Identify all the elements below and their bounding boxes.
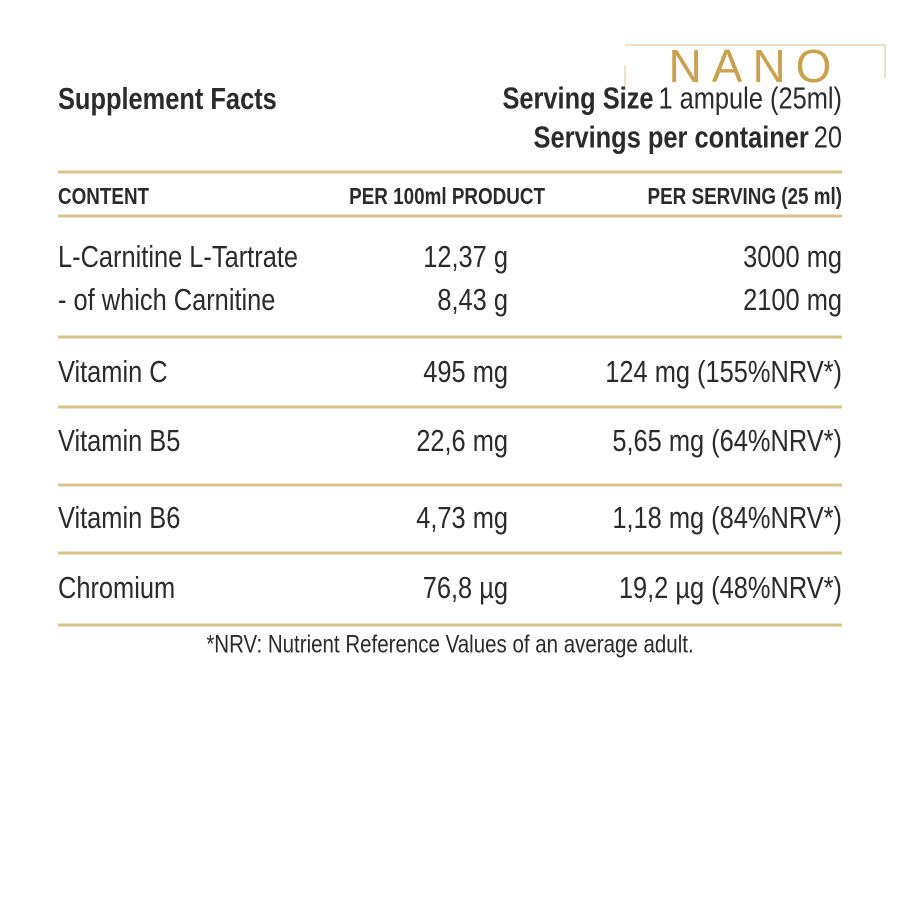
footnote: *NRV: Nutrient Reference Values of an av… [206, 630, 693, 658]
logo: NANO [669, 40, 842, 92]
content: Supplement Facts Serving Size 1 ampule (25… [58, 82, 842, 658]
cell: 76,8 µg [423, 571, 508, 606]
cell: 19,2 µg (48%NRV*) [619, 571, 842, 606]
logo-frame [624, 44, 886, 90]
servings: Servings per container 20 [534, 121, 842, 156]
cell: 12,37 g [423, 240, 508, 275]
cell: L-Carnitine L-Tartrate [58, 240, 298, 275]
cell: 124 mg (155%NRV*) [605, 355, 842, 390]
cell: Chromium [58, 571, 175, 606]
column-header: CONTENT [58, 184, 149, 209]
serving-size-value: 1 ampule (25ml) [658, 82, 842, 117]
serving-size: Serving Size 1 ampule (25ml) [502, 82, 842, 117]
cell: 495 mg [423, 355, 508, 390]
cell: - of which Carnitine [58, 283, 275, 318]
column-header: PER SERVING (25 ml) [648, 184, 842, 209]
serving-size-label: Serving Size [502, 82, 653, 117]
cell: 5,65 mg (64%NRV*) [612, 424, 842, 459]
cell: Vitamin B5 [58, 424, 180, 459]
cell: 4,73 mg [416, 501, 508, 536]
cell: Vitamin C [58, 355, 168, 390]
cell: 22,6 mg [416, 424, 508, 459]
cell: Vitamin B6 [58, 501, 180, 536]
servings-value: 20 [814, 121, 842, 156]
cell: 1,18 mg (84%NRV*) [612, 501, 842, 536]
cell: 3000 mg [743, 240, 842, 275]
cell: 2100 mg [743, 283, 842, 318]
title: Supplement Facts [58, 82, 277, 117]
column-header: PER 100ml PRODUCT [349, 184, 545, 209]
cell: 8,43 g [437, 283, 508, 318]
servings-label: Servings per container [534, 121, 809, 156]
